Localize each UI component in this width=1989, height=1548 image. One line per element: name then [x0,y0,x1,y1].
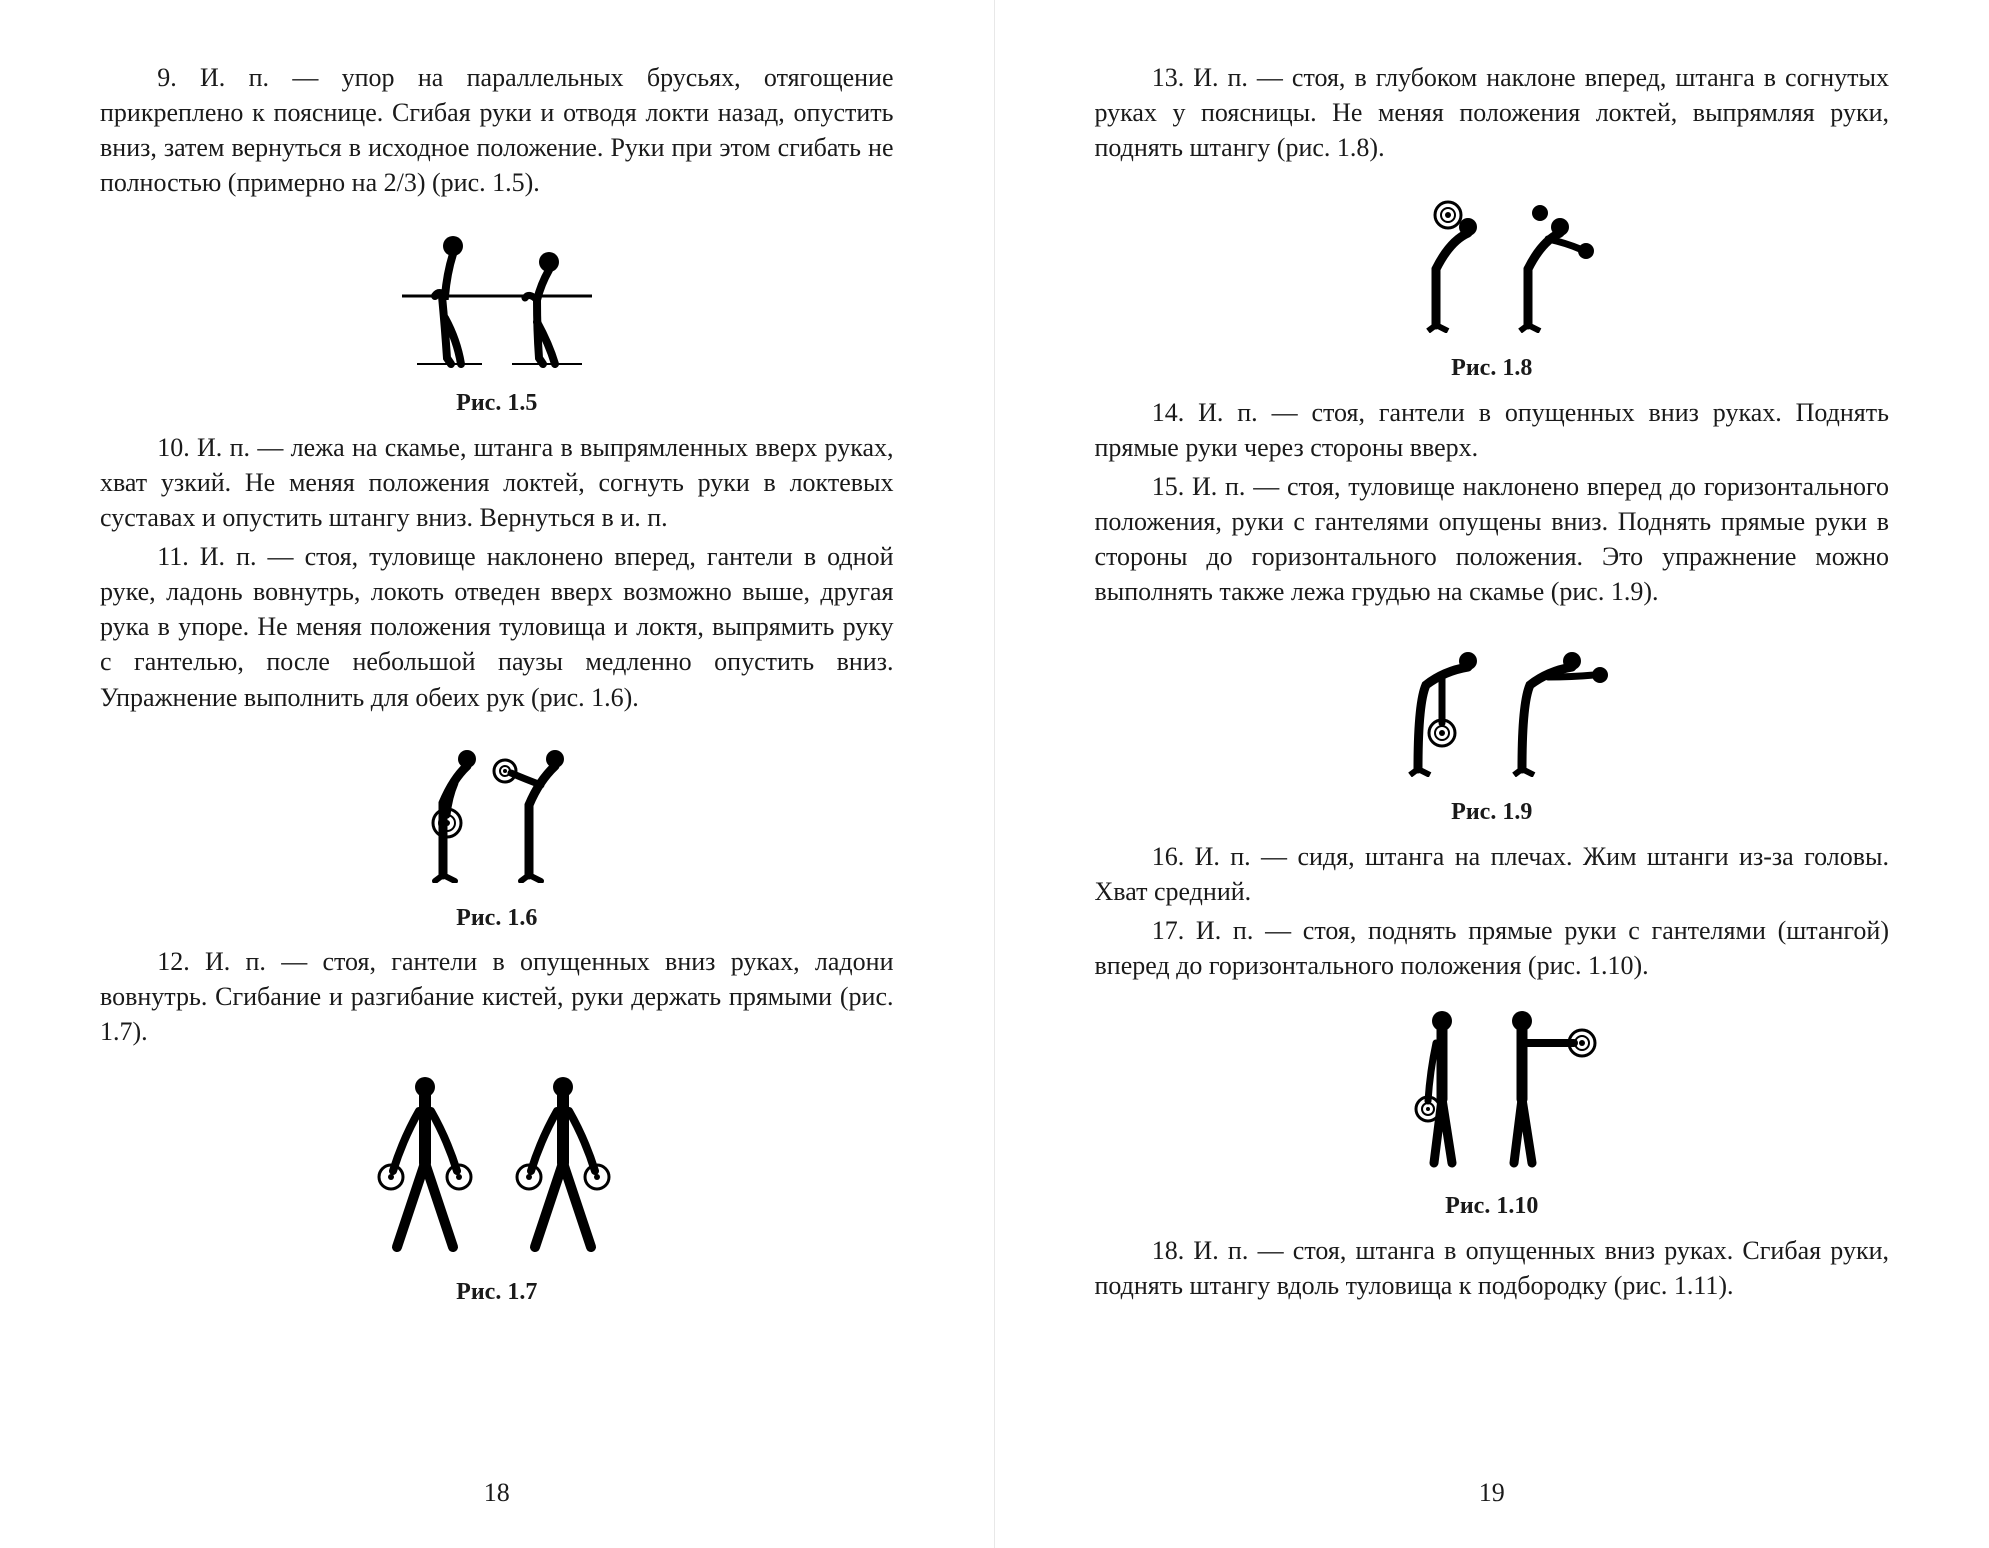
figure-1-6-caption: Рис. 1.6 [100,902,894,934]
figure-1-5-svg [387,218,607,368]
figure-1-6-svg [397,733,597,883]
figure-1-7: Рис. 1.7 [100,1067,894,1308]
figure-1-9: Рис. 1.9 [1095,627,1890,828]
figure-1-9-caption: Рис. 1.9 [1095,796,1890,828]
left-content: 9. И. п. — упор на параллельных брусьях,… [100,60,894,1458]
figure-1-8: Рис. 1.8 [1095,183,1890,384]
page-right: 13. И. п. — стоя, в глубоком наклоне впе… [995,0,1989,1548]
page-left: 9. И. п. — упор на параллельных брусьях,… [0,0,995,1548]
paragraph-18: 18. И. п. — стоя, штанга в опущенных вни… [1095,1233,1890,1303]
figure-1-9-svg [1372,627,1612,777]
figure-1-7-caption: Рис. 1.7 [100,1276,894,1308]
figure-1-7-svg [347,1067,647,1257]
figure-1-8-caption: Рис. 1.8 [1095,352,1890,384]
figure-1-10: Рис. 1.10 [1095,1001,1890,1222]
paragraph-14: 14. И. п. — стоя, гантели в опущенных вн… [1095,395,1890,465]
figure-1-5-caption: Рис. 1.5 [100,387,894,419]
page-number-right: 19 [1095,1458,1890,1508]
paragraph-15: 15. И. п. — стоя, туловище наклонено впе… [1095,469,1890,609]
paragraph-11: 11. И. п. — стоя, туловище наклонено впе… [100,539,894,714]
figure-1-5: Рис. 1.5 [100,218,894,419]
page-spread: 9. И. п. — упор на параллельных брусьях,… [0,0,1989,1548]
right-content: 13. И. п. — стоя, в глубоком наклоне впе… [1095,60,1890,1458]
figure-1-8-svg [1382,183,1602,333]
paragraph-17: 17. И. п. — стоя, поднять прямые руки с … [1095,913,1890,983]
paragraph-9: 9. И. п. — упор на параллельных брусьях,… [100,60,894,200]
figure-1-6: Рис. 1.6 [100,733,894,934]
paragraph-16: 16. И. п. — сидя, штанга на плечах. Жим … [1095,839,1890,909]
paragraph-10: 10. И. п. — лежа на скамье, штанга в вып… [100,430,894,535]
page-number-left: 18 [100,1458,894,1508]
paragraph-12: 12. И. п. — стоя, гантели в опущенных вн… [100,944,894,1049]
figure-1-10-caption: Рис. 1.10 [1095,1190,1890,1222]
paragraph-13: 13. И. п. — стоя, в глубоком наклоне впе… [1095,60,1890,165]
figure-1-10-svg [1382,1001,1602,1171]
